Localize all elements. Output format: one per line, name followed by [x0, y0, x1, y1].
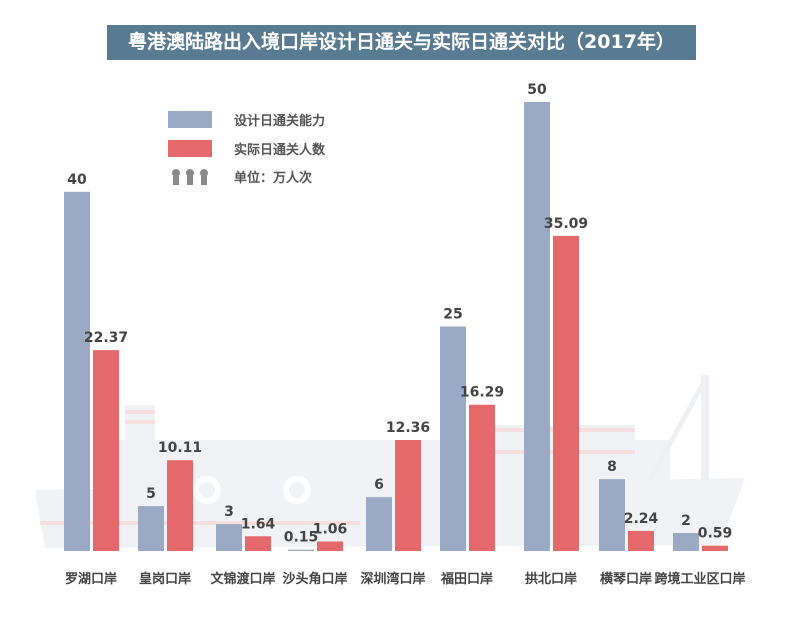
value-label: 10.11 [158, 440, 202, 456]
category-label: 福田口岸 [440, 571, 493, 587]
value-label: 1.06 [313, 521, 348, 537]
value-label: 2 [681, 513, 691, 529]
category-label: 沙头角口岸 [282, 571, 347, 587]
value-label: 16.29 [460, 385, 504, 401]
bar-design [366, 497, 392, 551]
value-label: 2.24 [624, 511, 659, 527]
bar-actual [469, 404, 495, 551]
bar-actual [628, 530, 654, 551]
legend-swatch-actual [168, 140, 212, 157]
value-label: 6 [374, 477, 384, 493]
bar-design [524, 102, 550, 551]
category-label: 拱北口岸 [525, 571, 577, 587]
category-label: 横琴口岸 [600, 571, 652, 587]
value-label: 8 [607, 459, 617, 475]
bar-actual [167, 460, 193, 551]
value-label: 12.36 [386, 420, 430, 436]
bar-design [673, 533, 699, 551]
people-icon [168, 168, 212, 185]
bar-design [440, 326, 466, 551]
value-label: 50 [527, 82, 547, 98]
value-label: 22.37 [84, 330, 128, 346]
legend-actual: 实际日通关人数 [168, 139, 325, 158]
value-label: 3 [224, 504, 234, 520]
legend-label-actual: 实际日通关人数 [234, 143, 326, 158]
bar-actual [702, 545, 728, 551]
bar-actual [553, 235, 579, 552]
category-label: 跨境工业区口岸 [654, 571, 745, 587]
bar-actual [395, 440, 421, 551]
chart-title: 粤港澳陆路出入境口岸设计日通关与实际日通关对比（2017年） [107, 25, 696, 60]
bar-design [64, 191, 90, 552]
value-label: 0.15 [284, 530, 319, 546]
bar-actual [317, 541, 343, 551]
value-label: 25 [443, 307, 462, 323]
bar-design [288, 549, 314, 551]
category-label: 皇岗口岸 [139, 571, 191, 587]
bar-actual [245, 536, 271, 551]
bar-design [599, 479, 625, 551]
bar-design [216, 524, 242, 551]
legend-design: 设计日通关能力 [168, 110, 325, 129]
value-label: 1.64 [241, 516, 276, 532]
category-label: 深圳湾口岸 [360, 571, 425, 587]
legend-swatch-design [168, 111, 212, 128]
category-label: 罗湖口岸 [65, 571, 117, 587]
value-label: 40 [67, 172, 87, 188]
bar-actual [93, 350, 119, 551]
category-label: 文锦渡口岸 [210, 571, 275, 587]
legend-unit: 单位：万人次 [168, 167, 312, 186]
value-label: 35.09 [544, 216, 588, 232]
legend-label-design: 设计日通关能力 [234, 114, 326, 129]
unit-label: 单位：万人次 [234, 171, 313, 186]
value-label: 5 [146, 486, 156, 502]
bar-design [138, 506, 164, 551]
value-label: 0.59 [698, 526, 733, 542]
